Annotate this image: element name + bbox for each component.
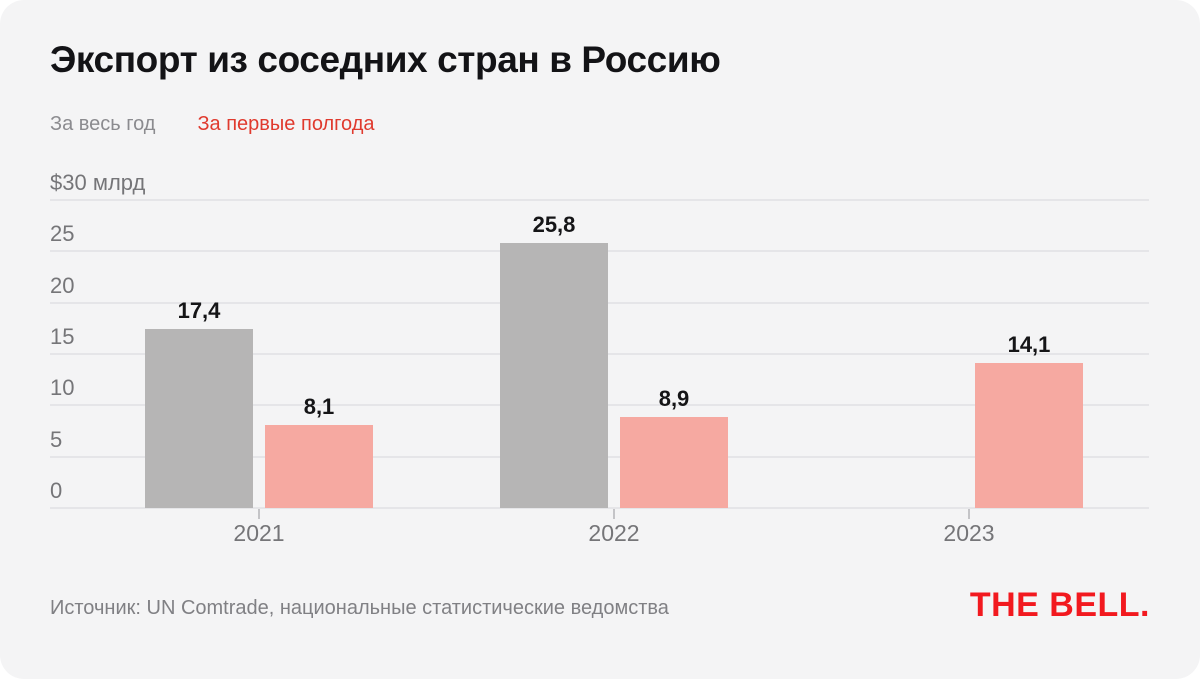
bar-half-year-2021 [265, 425, 373, 508]
y-axis-top-label: $30 млрд [50, 170, 146, 195]
y-axis-tick-label-15: 15 [50, 324, 75, 349]
x-axis-label-2022: 2022 [588, 520, 640, 546]
bar-half-year-2022 [620, 417, 728, 508]
value-label-full-year-2022: 25,8 [532, 212, 576, 237]
legend-item-full-year: За весь год [50, 113, 156, 135]
x-axis-tick-2021 [258, 509, 260, 519]
value-label-half-year-2022: 8,9 [658, 386, 690, 411]
x-axis-label-2021: 2021 [233, 520, 285, 546]
bar-full-year-2021 [145, 329, 253, 508]
value-label-half-year-2021: 8,1 [303, 394, 335, 419]
x-axis-tick-2023 [968, 509, 970, 519]
chart-legend: За весь год За первые полгода [50, 112, 375, 136]
gridline-0 [50, 507, 1149, 509]
y-axis-tick-label-5: 5 [50, 427, 63, 452]
x-axis-tick-2022 [613, 509, 615, 519]
value-label-half-year-2023: 14,1 [1007, 332, 1051, 357]
bar-full-year-2022 [500, 243, 608, 508]
chart-title: Экспорт из соседних стран в Россию [50, 39, 721, 80]
y-axis-tick-label-0: 0 [50, 478, 63, 503]
the-bell-logo: THE BELL. [969, 586, 1150, 624]
bar-half-year-2023 [975, 363, 1083, 508]
value-label-full-year-2021: 17,4 [177, 298, 221, 323]
y-axis-tick-label-25: 25 [50, 221, 75, 246]
legend-item-half-year: За первые полгода [197, 113, 375, 135]
gridline-30 [50, 199, 1149, 201]
y-axis-tick-label-20: 20 [50, 273, 75, 298]
y-axis-tick-label-10: 10 [50, 375, 75, 400]
source-note: Источник: UN Comtrade, национальные стат… [50, 597, 669, 619]
x-axis-label-2023: 2023 [943, 520, 995, 546]
